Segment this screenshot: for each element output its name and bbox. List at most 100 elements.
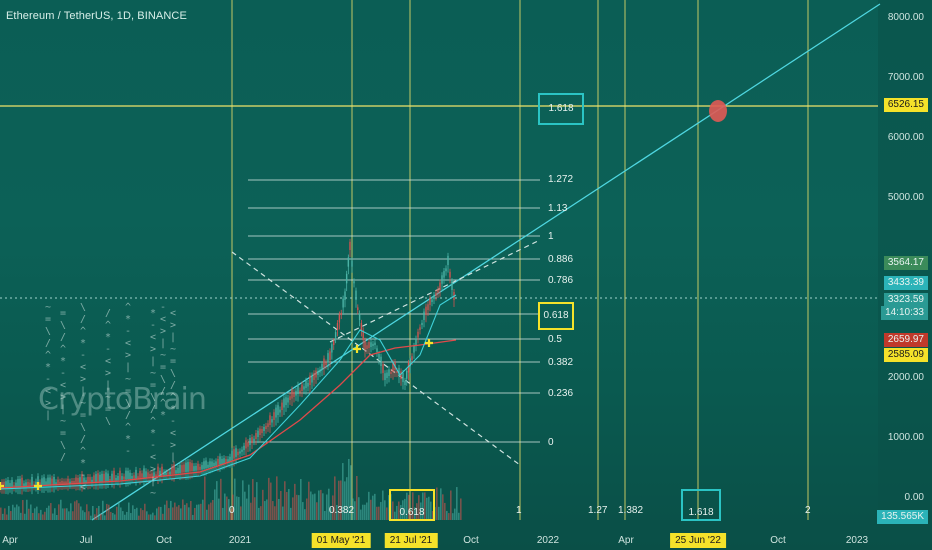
volume-bar: [148, 514, 150, 520]
candle-body: [27, 481, 29, 487]
volume-bar: [56, 514, 58, 520]
volume-bar: [270, 482, 272, 520]
volume-bar: [180, 508, 182, 520]
candle-body: [183, 464, 185, 473]
volume-bar: [194, 507, 196, 520]
volume-bar: [26, 499, 28, 520]
volume-bar: [66, 508, 68, 520]
candle-body: [435, 292, 437, 296]
candle-body: [111, 473, 113, 481]
time-zone-1618[interactable]: 1.618: [681, 489, 721, 521]
volume-bar: [386, 507, 388, 520]
ascii-art-glyph: <: [105, 356, 111, 367]
ascii-art-glyph: >: [45, 398, 51, 409]
candle-body: [351, 260, 353, 267]
candle-body: [89, 477, 91, 483]
volume-bar: [456, 487, 458, 520]
price-tick: 0.00: [904, 492, 924, 503]
volume-bar: [22, 500, 24, 520]
volume-bar: [100, 513, 102, 520]
candle-body: [67, 478, 69, 485]
candle-body: [362, 330, 364, 340]
volume-bar: [300, 479, 302, 520]
candle-body: [13, 485, 15, 488]
symbol-title[interactable]: Ethereum / TetherUS, 1D, BINANCE: [6, 10, 187, 22]
volume-bar: [382, 490, 384, 520]
candle-body: [390, 371, 392, 374]
volume-bar: [384, 500, 386, 520]
fib-level: 0.236: [548, 388, 574, 399]
fib-level-1618[interactable]: 1.618: [538, 93, 584, 125]
ascii-art-glyph: *: [60, 356, 66, 367]
volume-bar: [372, 495, 374, 520]
volume-bar: [174, 502, 176, 520]
candle-body: [81, 474, 83, 484]
volume-bar: [4, 508, 6, 520]
fib-level: 0.886: [548, 254, 574, 265]
candle-body: [95, 474, 97, 483]
ascii-art-glyph: -: [80, 470, 86, 481]
candle-body: [71, 480, 73, 485]
ascii-art-glyph: \: [105, 416, 111, 427]
volume-bar: [142, 510, 144, 520]
fib-level-0618[interactable]: 0.618: [538, 302, 574, 330]
candle-body: [419, 327, 421, 330]
candle-body: [388, 369, 390, 376]
fib-level: 0.5: [548, 334, 562, 345]
fib-dashed-line: [231, 251, 521, 466]
volume-bar: [432, 511, 434, 520]
volume-bar: [86, 504, 88, 520]
ascii-art-glyph: -: [125, 446, 131, 457]
ascii-art-glyph: -: [160, 302, 166, 313]
candle-body: [370, 342, 372, 347]
volume-bar: [262, 489, 264, 520]
ascii-art-glyph: *: [105, 332, 111, 343]
time-tick: Oct: [463, 535, 479, 546]
volume-bar: [20, 512, 22, 520]
volume-bar: [38, 513, 40, 520]
price-tick: 8000.00: [887, 12, 924, 23]
candle-body: [368, 341, 370, 348]
ascii-art-glyph: |: [150, 476, 156, 487]
volume-bar: [406, 492, 408, 520]
volume-bar: [40, 509, 42, 520]
volume-bar: [232, 494, 234, 520]
ascii-art-glyph: <: [45, 386, 51, 397]
candle-body: [297, 384, 299, 394]
ascii-art-glyph: ~: [170, 344, 176, 355]
volume-bar: [80, 506, 82, 520]
volume-bar: [252, 479, 254, 520]
candle-body: [23, 483, 25, 487]
fib-level: 0: [548, 437, 554, 448]
ascii-art-glyph: <: [150, 452, 156, 463]
candle-body: [51, 478, 53, 486]
volume-bar: [120, 507, 122, 520]
candle-body: [313, 373, 315, 380]
candle-body: [299, 390, 301, 393]
ascii-art-glyph: -: [45, 374, 51, 385]
candle-body: [366, 345, 368, 349]
volume-bar: [208, 504, 210, 520]
time-zone-0618[interactable]: 0.618: [389, 489, 435, 521]
candle-body: [396, 370, 398, 373]
candle-body: [31, 477, 33, 487]
volume-bar: [196, 504, 198, 520]
fib-level: 1: [548, 231, 554, 242]
volume-bar: [282, 506, 284, 520]
volume-bar: [242, 480, 244, 520]
candle-body: [251, 437, 253, 443]
ascii-art-glyph: ~: [160, 350, 166, 361]
candle-body: [69, 481, 71, 485]
ascii-art-glyph: /: [60, 452, 66, 463]
ascii-art-glyph: =: [80, 410, 86, 421]
candle-body: [43, 477, 45, 486]
ascii-art-glyph: <: [80, 362, 86, 373]
candle-body: [5, 481, 7, 488]
time-tick: Apr: [618, 535, 634, 546]
symbol-title-text: Ethereum / TetherUS, 1D, BINANCE: [6, 10, 187, 22]
volume-bar: [198, 504, 200, 520]
volume-bar: [8, 505, 10, 520]
ascii-art-glyph: ^: [80, 326, 86, 337]
